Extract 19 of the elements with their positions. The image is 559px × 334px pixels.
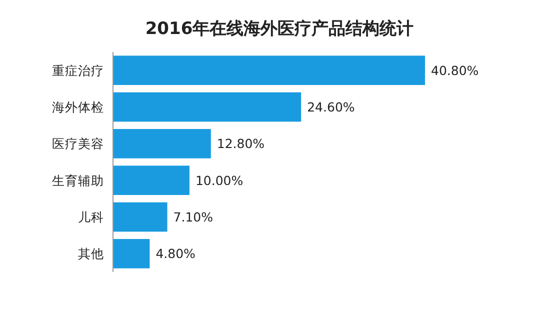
y-tick-label: 其他 xyxy=(78,246,104,262)
data-label: 10.00% xyxy=(195,172,244,188)
bar xyxy=(113,129,211,158)
data-label: 12.80% xyxy=(216,136,265,152)
bar xyxy=(113,166,190,195)
y-tick-label: 生育辅助 xyxy=(52,172,104,188)
data-label: 24.60% xyxy=(307,100,355,114)
y-tick-label: 医疗美容 xyxy=(52,136,104,152)
y-tick-label: 儿科 xyxy=(78,210,104,224)
bar xyxy=(113,56,425,85)
chart-title: 2016年在线海外医疗产品结构统计 xyxy=(145,19,414,39)
bar xyxy=(113,239,150,268)
y-tick-label: 海外体检 xyxy=(52,100,104,114)
data-label: 7.10% xyxy=(173,210,214,224)
data-label: 40.80% xyxy=(431,62,479,78)
bar xyxy=(113,92,302,122)
y-tick-label: 重症治疗 xyxy=(52,62,104,78)
bar xyxy=(113,202,168,232)
data-label: 4.80% xyxy=(156,246,196,262)
